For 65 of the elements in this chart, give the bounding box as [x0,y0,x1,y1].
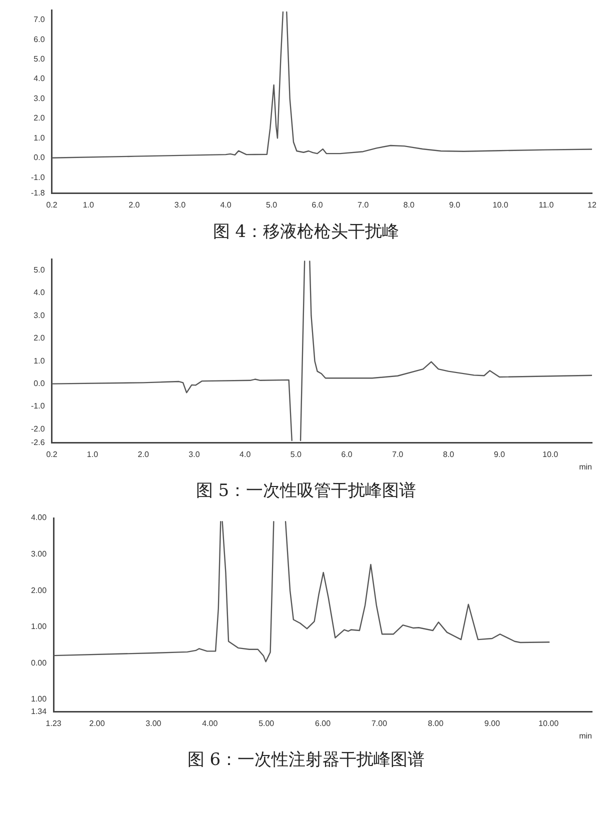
x-tick-label: 9.00 [484,718,500,728]
y-tick-label: 4.00 [30,513,48,522]
x-tick-label: 4.00 [202,718,218,728]
x-tick-label: 2.0 [138,450,150,459]
y-tick-label: 1.0 [34,356,46,366]
y-tick-label: 1.00 [30,622,48,632]
x-tick-label: 8.00 [428,718,444,728]
x-tick-label: 2.00 [89,718,106,728]
y-tick-label: 0.0 [34,379,46,388]
x-tick-label: 5.0 [266,200,278,210]
x-tick-label: 1.23 [46,718,62,728]
x-tick-label: 7.00 [371,718,388,728]
x-tick-label: 5.0 [290,450,302,459]
y-tick-label: 5.0 [34,266,46,275]
x-tick-label: 8.0 [442,450,455,459]
x-tick-label: 11.0 [538,200,554,210]
y-tick-label: -2.6 [30,438,46,448]
y-tick-label: 2.00 [30,586,48,595]
y-tick-label: 1.34 [30,707,48,716]
x-axis-title: min [579,462,592,472]
y-tick-label: 4.0 [34,74,46,84]
x-tick-label: 6.00 [314,718,332,728]
y-tick-label: 2.0 [34,334,46,343]
x-tick-label: 3.0 [188,450,200,459]
y-tick-label: 3.00 [30,549,48,558]
x-tick-label: 6.0 [312,200,324,210]
y-tick-label: 0.0 [34,153,46,162]
x-tick-label: 7.0 [358,200,370,210]
x-tick-label: 9.0 [449,200,461,210]
y-tick-label: -1.0 [30,172,46,182]
x-tick-label: 3.00 [146,718,162,728]
text: 图 6：一次性注射器干扰峰图谱 [186,749,426,772]
x-tick-label: 10.0 [492,200,509,210]
y-tick-label: 2.0 [34,114,46,123]
y-tick-label: 1.00 [30,694,48,704]
y-tick-label: -2.0 [30,424,46,434]
x-tick-label: 10.0 [542,450,559,459]
y-tick-label: 3.0 [34,94,46,103]
x-axis-title: min [579,731,592,740]
x-tick-label: 1.0 [86,450,99,459]
x-tick-label: 7.0 [392,450,404,459]
x-tick-label: 8.0 [403,200,415,210]
y-tick-label: 5.0 [34,54,46,64]
text: 图 5：一次性吸管干扰峰图谱 [194,480,418,503]
y-tick-label: 6.0 [34,34,46,44]
x-tick-label: 0.2 [46,450,58,459]
x-tick-label: 9.0 [494,450,506,459]
x-tick-label: 10.00 [538,718,560,728]
y-tick-label: 3.0 [34,310,46,320]
x-tick-label: 4.0 [240,450,252,459]
x-tick-label: 0.2 [46,200,58,210]
y-tick-label: 7.0 [34,15,46,24]
x-tick-label: 12 [588,200,597,210]
text: 图 4：移液枪枪头干扰峰 [212,221,400,244]
y-tick-label: 1.0 [34,133,46,142]
x-tick-label: 5.00 [258,718,275,728]
x-tick-label: 2.0 [128,200,140,210]
y-tick-label: 4.0 [34,288,46,298]
y-tick-label: 0.00 [30,658,48,668]
x-tick-label: 4.0 [220,200,232,210]
x-tick-label: 3.0 [174,200,186,210]
x-tick-label: 1.0 [82,200,95,210]
y-tick-label: -1.8 [30,188,46,198]
y-tick-label: -1.0 [30,402,46,411]
x-tick-label: 6.0 [341,450,353,459]
